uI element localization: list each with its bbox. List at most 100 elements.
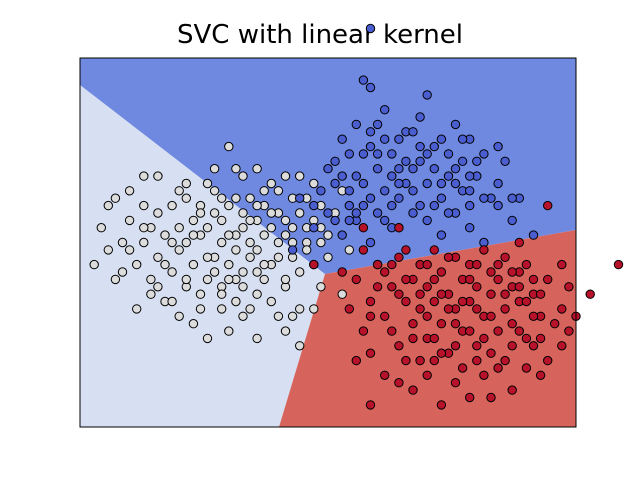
point-blue [387,171,397,181]
point-white [295,341,305,351]
point-red [436,289,447,299]
point-blue [429,164,439,174]
point-white [96,223,107,233]
point-blue [380,105,390,115]
point-red [401,355,411,366]
point-red [521,259,532,270]
point-blue [365,237,376,248]
point-white [231,296,241,307]
point-blue [465,186,475,196]
point-white [224,200,234,211]
point-white [266,178,276,189]
point-red [486,289,496,299]
point-red [500,289,510,299]
point-red [486,348,496,358]
point-blue [436,178,447,189]
point-red [550,319,560,329]
point-white [202,223,213,233]
point-red [415,304,425,314]
point-blue [479,149,489,159]
point-red [521,333,532,344]
point-white [209,267,220,277]
point-white [153,171,163,181]
point-red [457,296,468,307]
point-red [401,245,411,255]
point-white [295,267,305,277]
point-white [280,215,291,226]
point-blue [365,23,376,34]
point-white [259,186,269,196]
point-blue [351,208,361,218]
point-white [224,259,234,270]
point-blue [372,119,383,130]
point-white [302,245,312,255]
point-blue [337,134,347,144]
point-white [209,164,220,174]
point-blue [465,200,475,211]
point-white [231,193,241,203]
point-white [217,193,227,203]
point-blue [394,164,404,174]
decision-regions [80,58,576,427]
point-blue [436,134,447,144]
point-red [337,267,347,277]
point-white [167,267,177,277]
point-red [365,296,376,307]
chart-title: SVC with linear kernel [177,20,463,50]
point-white [280,326,291,336]
point-red [472,304,482,314]
point-blue [344,215,354,226]
point-blue [472,156,482,167]
point-red [408,319,418,329]
point-blue [457,156,468,167]
point-red [450,378,461,388]
point-red [380,370,390,380]
point-red [514,282,524,292]
point-blue [330,156,340,167]
point-blue [415,141,425,152]
point-blue [344,186,354,196]
point-white [217,237,227,248]
point-red [387,259,397,270]
point-white [245,193,255,203]
point-white [188,230,199,240]
point-red [394,289,404,299]
point-blue [465,171,475,181]
point-white [273,186,284,196]
point-blue [372,164,383,174]
point-blue [465,223,475,233]
point-red [465,326,475,336]
point-blue [422,178,432,189]
point-white [139,223,149,233]
point-white [273,252,284,262]
point-white [309,304,319,314]
point-white [252,333,262,344]
point-white [153,208,163,218]
point-blue [394,193,404,203]
point-red [380,267,390,277]
point-red [564,326,574,336]
point-white [295,208,305,218]
point-blue [443,149,454,159]
point-red [479,370,489,380]
point-white [124,186,135,196]
point-blue [408,186,418,196]
point-red [429,296,439,307]
point-white [337,289,347,299]
point-red [486,392,496,403]
point-white [344,245,354,255]
point-white [167,237,177,248]
point-white [146,274,156,285]
point-white [174,186,184,196]
point-red [408,385,418,395]
point-red [493,259,503,270]
point-red [500,252,510,262]
point-blue [358,75,369,85]
point-red [387,326,397,336]
point-red [351,274,361,285]
point-white [217,304,227,314]
point-red [500,355,510,366]
point-red [514,326,524,336]
point-white [266,223,276,233]
point-blue [422,215,432,226]
